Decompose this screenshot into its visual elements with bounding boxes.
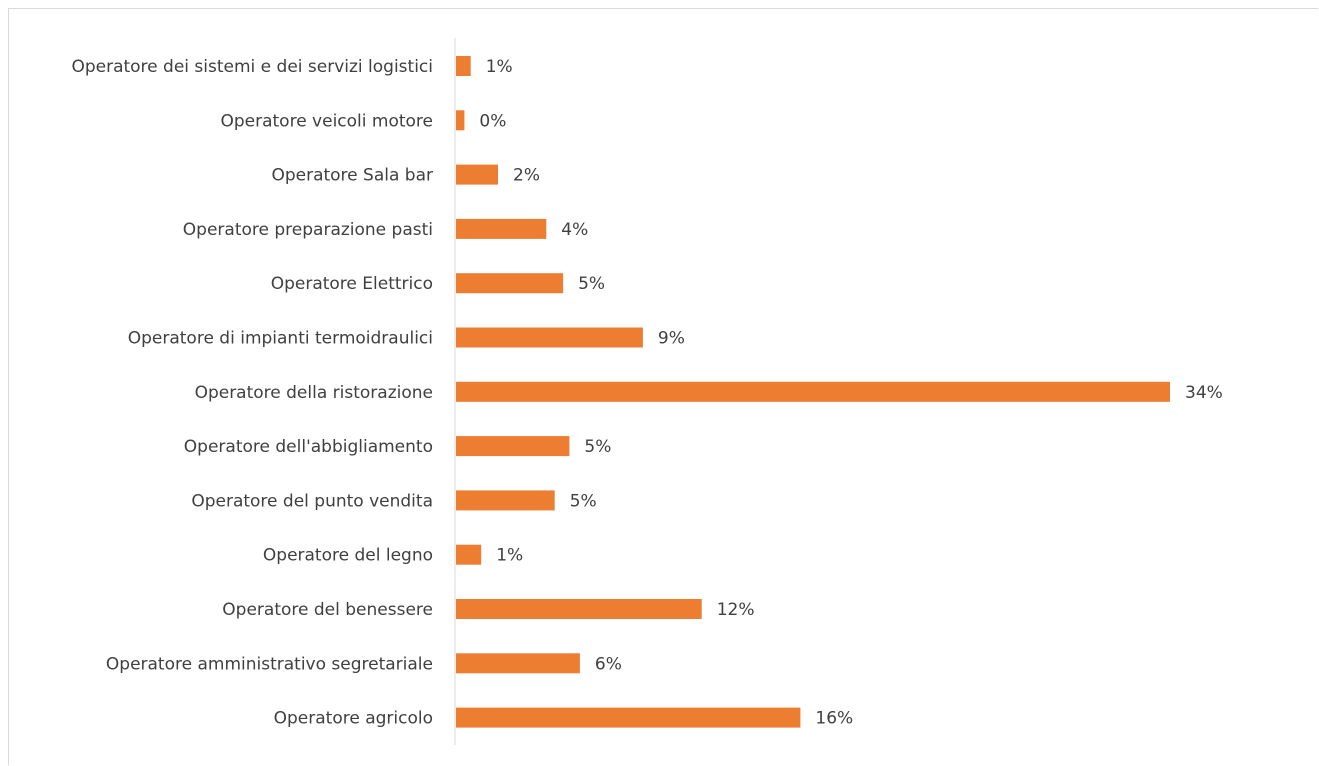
value-labels: 1% 0% 2% 4% 5% 9% 34% 5% 5% 1% 12% 6% 16% (479, 57, 1222, 729)
bar (456, 164, 498, 185)
category-label: Operatore veicoli motore (220, 111, 433, 131)
category-label: Operatore Sala bar (271, 166, 433, 186)
value-label: 2% (513, 166, 540, 186)
category-label: Operatore di impianti termoidraulici (128, 329, 433, 349)
value-label: 5% (570, 491, 597, 511)
value-label: 12% (717, 600, 755, 620)
category-label: Operatore preparazione pasti (183, 220, 433, 240)
bar (456, 273, 564, 294)
category-label: Operatore Elettrico (271, 274, 433, 294)
bar (456, 653, 580, 674)
bar (456, 381, 1170, 402)
category-label: Operatore dei sistemi e dei servizi logi… (71, 57, 433, 77)
value-label: 0% (479, 111, 506, 131)
value-label: 1% (496, 546, 523, 566)
bar (456, 490, 555, 511)
category-label: Operatore del punto vendita (191, 491, 433, 511)
category-label: Operatore del benessere (222, 600, 433, 620)
category-label: Operatore dell'abbigliamento (184, 437, 433, 457)
bar (456, 110, 465, 131)
category-label: Operatore del legno (263, 546, 433, 566)
bar (456, 544, 482, 565)
value-label: 5% (578, 274, 605, 294)
bars (456, 56, 1170, 728)
value-label: 34% (1185, 383, 1223, 403)
bar (456, 707, 801, 728)
bar (456, 599, 702, 619)
value-label: 5% (584, 437, 611, 457)
category-label: Operatore della ristorazione (195, 383, 433, 403)
category-label: Operatore agricolo (274, 709, 433, 729)
value-label: 16% (815, 709, 853, 729)
value-label: 9% (658, 329, 685, 349)
category-labels: Operatore dei sistemi e dei servizi logi… (71, 57, 433, 729)
bar (456, 56, 471, 76)
value-label: 4% (561, 220, 588, 240)
bar (456, 436, 570, 457)
value-label: 1% (486, 57, 513, 77)
category-label: Operatore amministrativo segretariale (106, 654, 433, 674)
bar (456, 218, 547, 239)
value-label: 6% (595, 654, 622, 674)
bar (456, 327, 643, 348)
